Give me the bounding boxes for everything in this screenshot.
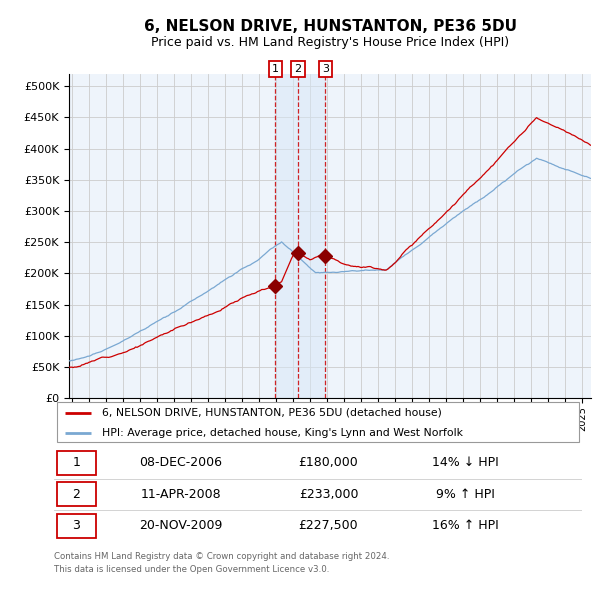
Text: £227,500: £227,500	[299, 519, 358, 532]
Text: 20-NOV-2009: 20-NOV-2009	[139, 519, 223, 532]
Text: 2: 2	[72, 488, 80, 501]
Text: Contains HM Land Registry data © Crown copyright and database right 2024.: Contains HM Land Registry data © Crown c…	[54, 552, 389, 561]
Bar	[275, 74, 325, 398]
Text: 3: 3	[72, 519, 80, 532]
Text: £180,000: £180,000	[299, 457, 358, 470]
Text: HPI: Average price, detached house, King's Lynn and West Norfolk: HPI: Average price, detached house, King…	[101, 428, 463, 438]
Text: £233,000: £233,000	[299, 488, 358, 501]
FancyBboxPatch shape	[56, 483, 96, 506]
Text: 2: 2	[295, 64, 302, 74]
FancyBboxPatch shape	[56, 402, 580, 442]
Text: 3: 3	[322, 64, 329, 74]
Text: Price paid vs. HM Land Registry's House Price Index (HPI): Price paid vs. HM Land Registry's House …	[151, 36, 509, 49]
Text: 1: 1	[272, 64, 279, 74]
Text: 11-APR-2008: 11-APR-2008	[140, 488, 221, 501]
FancyBboxPatch shape	[56, 451, 96, 475]
FancyBboxPatch shape	[56, 514, 96, 538]
Text: 6, NELSON DRIVE, HUNSTANTON, PE36 5DU (detached house): 6, NELSON DRIVE, HUNSTANTON, PE36 5DU (d…	[101, 408, 442, 418]
Text: 6, NELSON DRIVE, HUNSTANTON, PE36 5DU: 6, NELSON DRIVE, HUNSTANTON, PE36 5DU	[143, 19, 517, 34]
Text: This data is licensed under the Open Government Licence v3.0.: This data is licensed under the Open Gov…	[54, 565, 329, 574]
Text: 1: 1	[72, 457, 80, 470]
Text: 16% ↑ HPI: 16% ↑ HPI	[433, 519, 499, 532]
Text: 9% ↑ HPI: 9% ↑ HPI	[436, 488, 495, 501]
Text: 08-DEC-2006: 08-DEC-2006	[139, 457, 222, 470]
Text: 14% ↓ HPI: 14% ↓ HPI	[433, 457, 499, 470]
